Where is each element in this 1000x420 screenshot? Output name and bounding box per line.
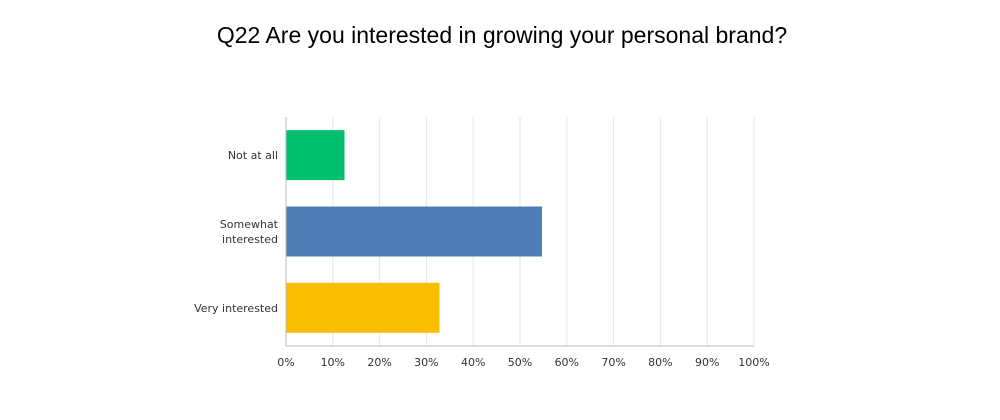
category-label: Somewhat <box>220 218 279 231</box>
x-tick-label: 10% <box>321 356 345 369</box>
bar <box>286 206 542 257</box>
x-tick-label: 20% <box>367 356 391 369</box>
category-label: interested <box>222 233 278 246</box>
x-tick-label: 90% <box>695 356 719 369</box>
bar <box>286 130 345 181</box>
x-tick-label: 30% <box>414 356 438 369</box>
x-tick-label: 60% <box>555 356 579 369</box>
category-label: Very interested <box>194 302 278 315</box>
chart-title: Q22 Are you interested in growing your p… <box>216 22 788 48</box>
x-tick-label: 70% <box>601 356 625 369</box>
bar <box>286 282 440 333</box>
x-tick-label: 100% <box>738 356 769 369</box>
x-tick-label: 50% <box>508 356 532 369</box>
x-tick-label: 80% <box>648 356 672 369</box>
x-tick-label: 0% <box>277 356 294 369</box>
x-tick-label: 40% <box>461 356 485 369</box>
category-label: Not at all <box>228 149 278 162</box>
